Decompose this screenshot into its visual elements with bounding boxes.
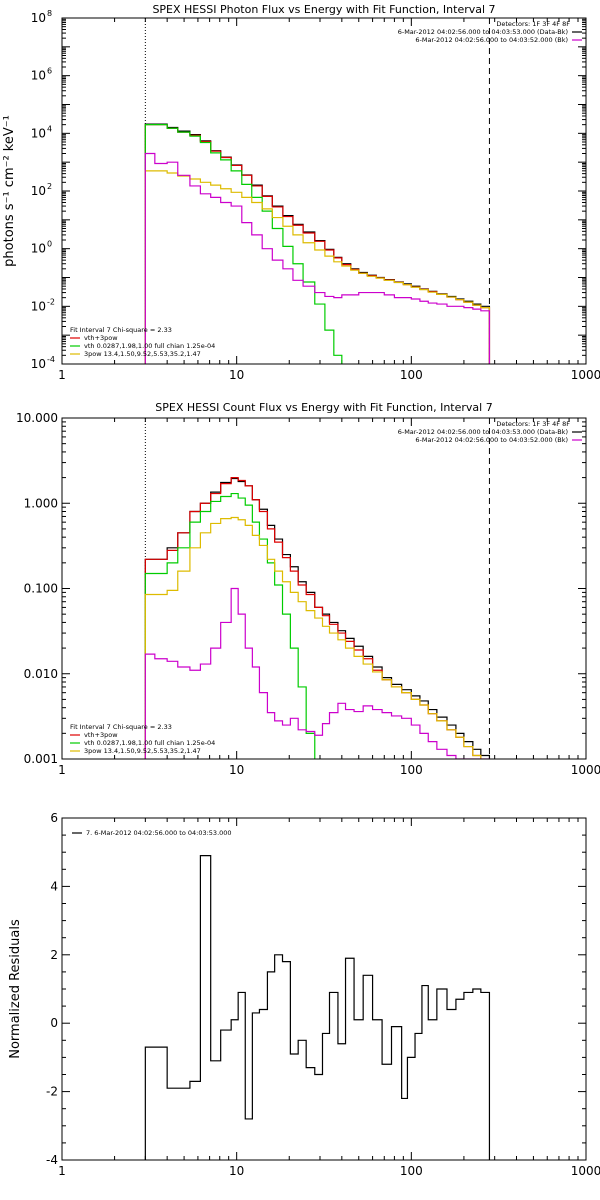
x-tick-label: 10	[229, 368, 244, 382]
series-vth	[144, 492, 316, 759]
fit-legend: Fit Interval 7 Chi-square = 2.33 vth+3po…	[70, 723, 215, 755]
series-data-bk	[144, 477, 491, 759]
y-tick-label: 0	[50, 1016, 58, 1030]
plot-frame	[61, 417, 587, 760]
legend-label: 6-Mar-2012 04:02:56.000 to 04:03:53.000 …	[398, 28, 568, 36]
series-data-bk	[144, 123, 491, 364]
reference-lines	[144, 18, 490, 364]
legend-label: vth 0.0287,1.98,1.00 full chian 1.25e-04	[84, 739, 215, 747]
y-tick-label: 10	[31, 184, 46, 198]
y-tick-label: -2	[46, 1085, 58, 1099]
series-vth	[144, 124, 343, 364]
reference-lines	[144, 418, 490, 759]
axis-ticks: 1 10 100 1000 -4 -2 0 2 4 6	[46, 811, 600, 1178]
series-vth-3pow	[144, 124, 491, 364]
legend-label: vth+3pow	[84, 731, 118, 739]
series-lines	[144, 476, 491, 759]
y-tick-label: 10	[31, 242, 46, 256]
legend-label: 3pow 13.4,1.50,9.52,5.53,35.2,1.47	[84, 747, 201, 755]
y-tick-label: 10	[31, 126, 46, 140]
y-tick-label: 0.010	[24, 667, 58, 681]
x-tick-label: 1000	[571, 368, 600, 382]
chart-title: SPEX HESSI Photon Flux vs Energy with Fi…	[152, 3, 495, 16]
series-lines	[144, 123, 491, 364]
x-tick-label: 1000	[571, 763, 600, 777]
legend-label: vth 0.0287,1.98,1.00 full chian 1.25e-04	[84, 342, 215, 350]
axis-ticks: 1 10 100 1000 0.001 0.010 0.100 1.000 10.000	[16, 411, 600, 777]
y-tick-label: 0.001	[24, 752, 58, 766]
series-vth-3pow	[144, 476, 482, 759]
y-tick-label: 4	[50, 879, 58, 893]
legend-title: Detectors: 1F 3F 4F 8F	[496, 20, 570, 28]
y-axis-label: photons s⁻¹ cm⁻² keV⁻¹	[2, 115, 17, 267]
legend-label: 6-Mar-2012 04:02:56.000 to 04:03:53.000 …	[398, 428, 568, 436]
y-tick-exponent: -2	[47, 297, 55, 306]
y-tick-label: 10	[31, 299, 46, 313]
plot-frame	[61, 17, 587, 365]
legend-label: vth+3pow	[84, 334, 118, 342]
detector-legend: Detectors: 1F 3F 4F 8F 6-Mar-2012 04:02:…	[398, 420, 582, 444]
legend-title: Fit Interval 7 Chi-square = 2.33	[70, 723, 172, 731]
y-tick-exponent: 6	[47, 67, 52, 76]
count-flux-panel: SPEX HESSI Count Flux vs Energy with Fit…	[16, 401, 600, 777]
y-tick-label: 10.000	[16, 411, 58, 425]
y-axis-label: Normalized Residuals	[8, 919, 23, 1059]
legend-label: 6-Mar-2012 04:02:56.000 to 04:03:52.000 …	[415, 436, 568, 444]
residual-legend: 7. 6-Mar-2012 04:02:56.000 to 04:03:53.0…	[72, 829, 232, 837]
x-tick-label: 100	[400, 368, 423, 382]
y-tick-label: -4	[46, 1153, 58, 1167]
legend-label: 3pow 13.4,1.50,9.52,5.53,35.2,1.47	[84, 350, 201, 358]
x-tick-label: 10	[229, 763, 244, 777]
y-tick-exponent: 8	[47, 9, 52, 18]
y-tick-label: 0.100	[24, 582, 58, 596]
series-3pow	[144, 170, 491, 364]
y-tick-label: 10	[31, 11, 46, 25]
series-lines	[144, 855, 491, 1160]
series-bk	[144, 152, 491, 364]
plot-frame	[61, 817, 587, 1161]
y-tick-exponent: 0	[47, 240, 52, 249]
y-tick-label: 10	[31, 69, 46, 83]
series-3pow	[144, 516, 482, 759]
x-tick-label: 1000	[571, 1164, 600, 1178]
y-tick-exponent: 2	[47, 182, 52, 191]
y-tick-label: 10	[31, 357, 46, 371]
series-residuals	[144, 855, 491, 1160]
residuals-panel: Normalized Residuals 1 10 100 1000-4-20246 …	[8, 811, 600, 1178]
x-tick-label: 10	[229, 1164, 244, 1178]
legend-title: Detectors: 1F 3F 4F 8F	[496, 420, 570, 428]
x-tick-label: 100	[400, 1164, 423, 1178]
x-tick-label: 100	[400, 763, 423, 777]
y-tick-exponent: 4	[47, 124, 52, 133]
legend-title: Fit Interval 7 Chi-square = 2.33	[70, 326, 172, 334]
x-tick-label: 1	[58, 763, 66, 777]
series-bk	[144, 587, 491, 759]
fit-legend: Fit Interval 7 Chi-square = 2.33 vth+3po…	[70, 326, 215, 358]
chart-title: SPEX HESSI Count Flux vs Energy with Fit…	[155, 401, 492, 414]
legend-label: 7. 6-Mar-2012 04:02:56.000 to 04:03:53.0…	[86, 829, 232, 837]
x-tick-label: 1	[58, 1164, 66, 1178]
y-tick-label: 1.000	[24, 496, 58, 510]
y-tick-label: 2	[50, 948, 58, 962]
y-tick-label: 6	[50, 811, 58, 825]
x-tick-label: 1	[58, 368, 66, 382]
photon-flux-panel: SPEX HESSI Photon Flux vs Energy with Fi…	[2, 3, 600, 382]
y-tick-exponent: -4	[47, 355, 55, 364]
legend-label: 6-Mar-2012 04:02:56.000 to 04:03:52.000 …	[415, 36, 568, 44]
detector-legend: Detectors: 1F 3F 4F 8F 6-Mar-2012 04:02:…	[398, 20, 582, 44]
